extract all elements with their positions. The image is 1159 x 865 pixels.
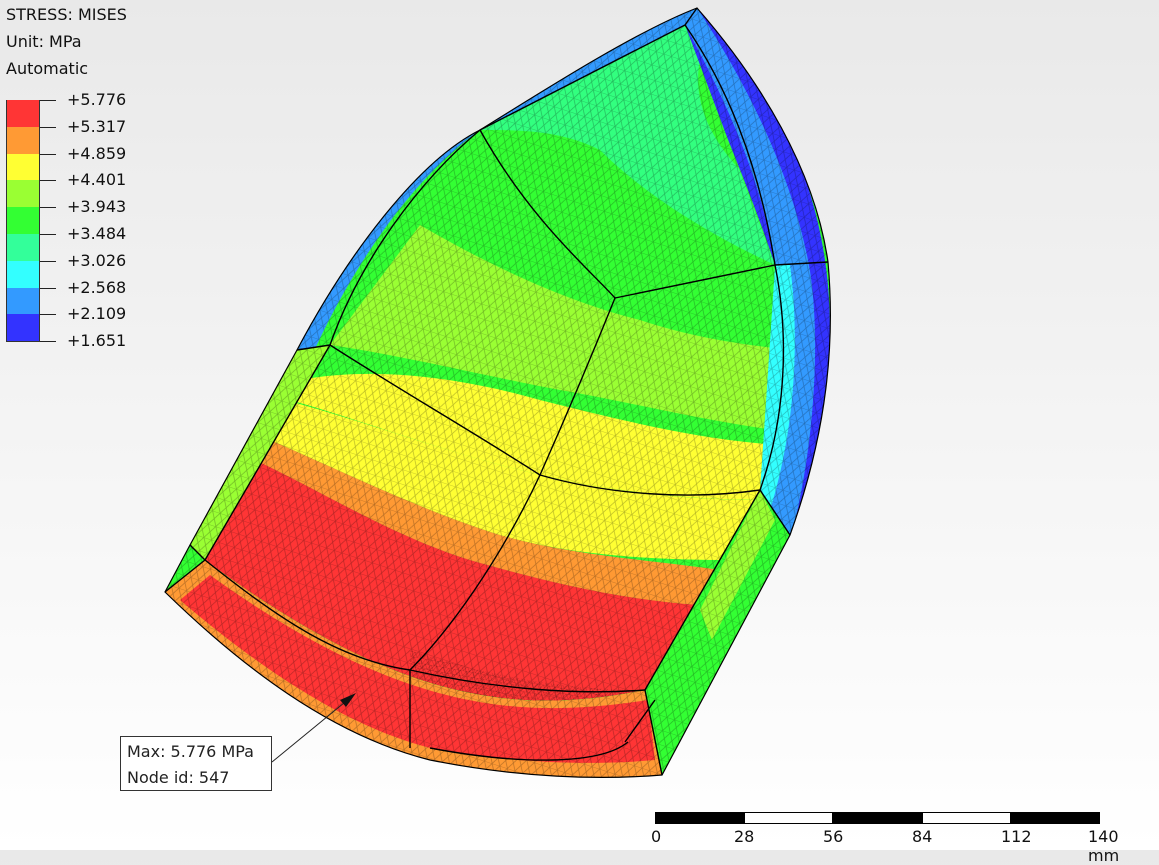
legend-mode: Automatic xyxy=(6,59,89,78)
legend-value: +2.109 xyxy=(67,304,127,324)
legend-value: +5.317 xyxy=(67,116,127,136)
legend-tick xyxy=(40,287,56,289)
scale-bar-segment xyxy=(1011,812,1100,824)
legend-tick xyxy=(40,153,56,155)
scale-bar-segment xyxy=(655,812,744,824)
legend-tick xyxy=(40,126,56,128)
scale-bar-label: 56 xyxy=(823,827,844,846)
legend-swatch xyxy=(6,314,40,342)
legend-tick xyxy=(40,260,56,262)
scale-bar-segment xyxy=(922,812,1011,824)
legend-tick xyxy=(40,314,56,316)
scale-bar-segment xyxy=(833,812,922,824)
legend-value: +5.776 xyxy=(67,90,127,109)
scale-bar-label: 28 xyxy=(734,827,755,846)
legend-tick xyxy=(40,341,56,343)
legend-swatch xyxy=(6,287,40,315)
node-id-label: Node id: 547 xyxy=(127,768,230,787)
result-unit: Unit: MPa xyxy=(6,32,82,51)
max-value-label: Max: 5.776 MPa xyxy=(127,742,254,761)
legend-bottom-edge xyxy=(6,341,40,343)
max-pointer xyxy=(271,693,356,763)
legend-tick xyxy=(40,233,56,235)
scale-bar-label: 0 xyxy=(651,827,662,846)
legend-swatch xyxy=(6,207,40,234)
scale-bar-label: 140 mm xyxy=(1088,827,1120,865)
result-title: STRESS: MISES xyxy=(6,5,127,24)
max-callout: Max: 5.776 MPa Node id: 547 xyxy=(120,736,272,791)
legend-value: +1.651 xyxy=(67,331,127,351)
legend-swatch xyxy=(6,153,40,181)
scale-bar-segment xyxy=(744,812,833,824)
legend-tick xyxy=(40,180,56,182)
legend-value: +4.859 xyxy=(67,143,127,163)
legend-value: +3.943 xyxy=(67,197,127,217)
legend-swatch xyxy=(6,180,40,208)
scale-bar-label: 84 xyxy=(912,827,933,846)
legend-value: +3.484 xyxy=(67,223,127,243)
model-edge-lines xyxy=(164,7,831,778)
legend-tick xyxy=(40,100,56,101)
legend-swatch xyxy=(6,126,40,154)
legend-value: +3.026 xyxy=(67,250,127,270)
legend-tick xyxy=(40,207,56,209)
legend-value: +4.401 xyxy=(67,170,127,190)
legend-swatch xyxy=(6,100,40,127)
scale-bar-label: 112 xyxy=(1001,827,1032,846)
legend-value: +2.568 xyxy=(67,277,127,297)
legend-swatch xyxy=(6,260,40,288)
legend-swatch xyxy=(6,233,40,261)
